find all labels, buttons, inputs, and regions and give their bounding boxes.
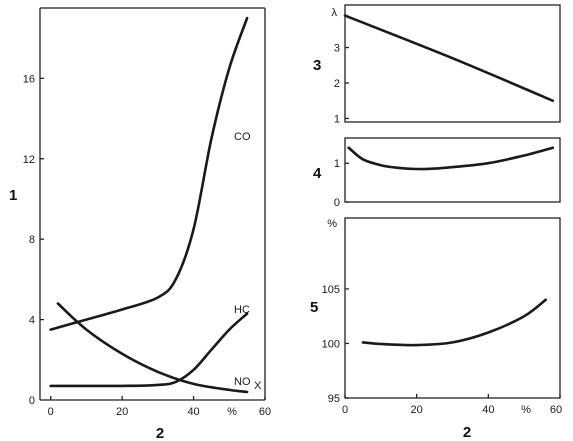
chart-panel-5: 95 100 105% 0 20 40 60% 5 2 (310, 217, 562, 441)
x-unit-label: % (521, 404, 531, 416)
y-tick-label: 105 (322, 284, 340, 296)
chart-panel-3: 1 2 3 λ 3 (313, 4, 561, 125)
x-tick-label: 20 (411, 404, 423, 416)
x-tick-label: 60 (550, 404, 562, 416)
series-line-0 (347, 146, 555, 171)
y-tick-label: 2 (334, 78, 340, 90)
y-unit-percent: % (327, 218, 337, 230)
plot-frame (344, 4, 561, 123)
panel-label-3: 3 (313, 57, 321, 74)
series-line-0 (49, 16, 249, 331)
y-unit-lambda: λ (332, 7, 338, 19)
y-tick-label: 8 (29, 234, 35, 246)
series-line-0 (361, 298, 547, 347)
panel-label-5: 5 (310, 299, 318, 316)
y-tick-label: 95 (328, 393, 340, 405)
y-tick-label: 12 (23, 154, 35, 166)
panel-label-1: 1 (9, 187, 17, 204)
x-unit-label: % (227, 406, 237, 418)
series-label-hc: HC (234, 304, 250, 316)
y-tick-label: 0 (334, 197, 340, 209)
plot-frame (344, 137, 561, 203)
x-tick-label: 20 (116, 406, 128, 418)
x-axis-label: 2 (463, 424, 471, 441)
x-tick-label: 40 (482, 404, 494, 416)
y-tick-label-zero: 0 (29, 395, 35, 407)
series-label-nox: NO (234, 376, 251, 388)
chart-panel-4: 0 14 (313, 137, 561, 209)
series-label-co: CO (234, 131, 251, 143)
x-tick-label: 40 (187, 406, 199, 418)
plot-frame (344, 217, 561, 399)
y-tick-label: 100 (322, 338, 340, 350)
series-label-nox-subscript: X (254, 380, 262, 392)
x-tick-label: 60 (259, 406, 271, 418)
series-line-2 (56, 302, 249, 394)
series-line-1 (49, 312, 249, 388)
y-tick-label: 4 (29, 315, 35, 327)
y-tick-label: 3 (334, 43, 340, 55)
x-tick-label: 0 (48, 406, 54, 418)
y-tick-label: 1 (334, 158, 340, 170)
panel-label-4: 4 (313, 165, 322, 182)
series-line-0 (343, 14, 555, 102)
y-tick-label: 1 (334, 113, 340, 125)
x-axis-label: 2 (156, 425, 164, 441)
y-tick-label: 16 (23, 73, 35, 85)
x-tick-label: 0 (342, 404, 348, 416)
